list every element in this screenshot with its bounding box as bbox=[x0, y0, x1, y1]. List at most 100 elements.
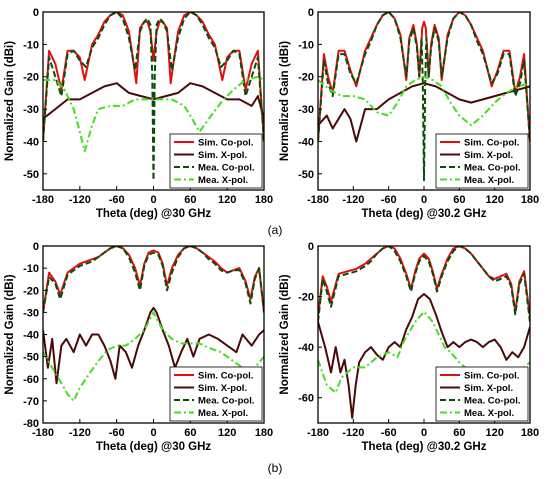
legend-label: Mea. Co-pol. bbox=[464, 396, 520, 407]
legend-label: Mea. Co-pol. bbox=[464, 163, 520, 174]
plot-area bbox=[318, 246, 530, 419]
x-tick-label: 0 bbox=[150, 427, 156, 439]
legend-label: Sim. Co-pol. bbox=[198, 138, 253, 149]
legend-label: Mea. X-pol. bbox=[198, 408, 248, 419]
legend: Sim. Co-pol.Sim. X-pol. Mea. Co-pol.Mea. … bbox=[435, 366, 529, 422]
series-line-0 bbox=[318, 246, 530, 317]
chart-panel-2: -180 -120 -60 0 60 120 180 0 -10 -20 -30 -40 -50 -60 -… bbox=[4, 241, 273, 453]
x-tick-label: 120 bbox=[485, 427, 503, 439]
series-line-2 bbox=[318, 12, 530, 182]
x-tick-label: -60 bbox=[109, 194, 125, 206]
plot-area bbox=[43, 246, 264, 402]
y-tick-label: -80 bbox=[23, 418, 39, 430]
x-tick-label: 0 bbox=[421, 427, 427, 439]
x-tick-label: -180 bbox=[32, 427, 54, 439]
series-line-0 bbox=[318, 12, 530, 142]
y-axis-label: Normalized Gain (dBi) bbox=[4, 274, 16, 394]
y-tick-label: -50 bbox=[298, 169, 314, 181]
x-tick-label: -120 bbox=[342, 427, 364, 439]
plot-area bbox=[43, 12, 264, 182]
legend-label: Mea. Co-pol. bbox=[198, 396, 254, 407]
legend: Sim. Co-pol.Sim. X-pol. Mea. Co-pol.Mea. … bbox=[435, 133, 529, 189]
x-axis-label: Theta (deg) @30.2 GHz bbox=[362, 208, 487, 220]
y-tick-label: -10 bbox=[23, 263, 39, 275]
x-tick-label: 180 bbox=[255, 194, 273, 206]
x-tick-label: 120 bbox=[218, 194, 236, 206]
x-tick-label: 180 bbox=[521, 194, 539, 206]
x-tick-label: -60 bbox=[109, 427, 125, 439]
x-tick-label: 60 bbox=[453, 427, 465, 439]
y-tick-label: -50 bbox=[23, 169, 39, 181]
x-tick-label: 60 bbox=[184, 427, 196, 439]
x-tick-label: 120 bbox=[218, 427, 236, 439]
y-axis-label: Normalized Gain (dBi) bbox=[4, 41, 16, 161]
x-tick-label: 60 bbox=[453, 194, 465, 206]
legend-label: Sim. Co-pol. bbox=[198, 371, 253, 382]
series-line-2 bbox=[318, 246, 530, 323]
legend-label: Sim. X-pol. bbox=[198, 150, 247, 161]
x-axis-label: Theta (deg) @30.2 GHz bbox=[362, 441, 487, 453]
x-tick-label: -180 bbox=[32, 194, 54, 206]
x-tick-label: -60 bbox=[381, 194, 397, 206]
row-label-b: (b) bbox=[268, 461, 283, 475]
x-axis-label: Theta (deg) @30 GHz bbox=[96, 208, 212, 220]
series-line-1 bbox=[43, 306, 264, 385]
y-tick-label: -20 bbox=[23, 72, 39, 84]
y-tick-label: -60 bbox=[298, 393, 314, 405]
y-tick-label: -40 bbox=[298, 136, 314, 148]
y-tick-label: -40 bbox=[23, 136, 39, 148]
x-tick-label: 60 bbox=[184, 194, 196, 206]
series-line-1 bbox=[43, 82, 264, 120]
y-tick-label: 0 bbox=[33, 241, 39, 253]
y-tick-label: -30 bbox=[298, 104, 314, 116]
legend-label: Mea. Co-pol. bbox=[198, 163, 254, 174]
y-tick-label: -30 bbox=[23, 104, 39, 116]
chart-panel-3: -180 -120 -60 0 60 120 180 0 -20 -40 -60 Theta (deg… bbox=[279, 241, 539, 453]
series-line-0 bbox=[43, 12, 264, 142]
y-tick-label: 0 bbox=[33, 7, 39, 19]
legend-label: Sim. Co-pol. bbox=[464, 138, 519, 149]
series-line-2 bbox=[43, 12, 264, 182]
y-tick-label: -40 bbox=[298, 342, 314, 354]
x-tick-label: 0 bbox=[150, 194, 156, 206]
series-line-1 bbox=[318, 293, 530, 419]
series-line-0 bbox=[43, 246, 264, 313]
y-tick-label: -70 bbox=[23, 396, 39, 408]
row-label-a: (a) bbox=[268, 223, 283, 237]
plot-area bbox=[318, 12, 530, 182]
x-tick-label: -120 bbox=[69, 194, 91, 206]
legend-label: Sim. X-pol. bbox=[198, 383, 247, 394]
y-tick-label: 0 bbox=[308, 241, 314, 253]
y-axis-label: Normalized Gain (dBi) bbox=[279, 274, 291, 394]
x-tick-label: -60 bbox=[381, 427, 397, 439]
y-tick-label: -30 bbox=[23, 307, 39, 319]
legend-label: Sim. X-pol. bbox=[464, 150, 513, 161]
x-tick-label: 180 bbox=[521, 427, 539, 439]
legend-label: Sim. X-pol. bbox=[464, 383, 513, 394]
legend-label: Mea. X-pol. bbox=[464, 175, 514, 186]
x-tick-label: -120 bbox=[342, 194, 364, 206]
y-tick-label: -50 bbox=[23, 352, 39, 364]
y-axis-label: Normalized Gain (dBi) bbox=[279, 41, 291, 161]
series-line-3 bbox=[43, 75, 264, 153]
x-tick-label: -180 bbox=[307, 194, 329, 206]
x-axis-label: Theta (deg) @30 GHz bbox=[96, 441, 212, 453]
y-tick-label: -20 bbox=[298, 292, 314, 304]
chart-panel-0: -180 -120 -60 0 60 120 180 0 -10 -20 -30 -40 -50 Thet… bbox=[4, 7, 273, 220]
y-tick-label: -20 bbox=[298, 72, 314, 84]
y-tick-label: 0 bbox=[308, 7, 314, 19]
series-line-3 bbox=[318, 75, 530, 127]
legend: Sim. Co-pol.Sim. X-pol. Mea. Co-pol.Mea. … bbox=[169, 366, 263, 422]
x-tick-label: 180 bbox=[255, 427, 273, 439]
y-tick-label: -10 bbox=[23, 39, 39, 51]
y-tick-label: -40 bbox=[23, 330, 39, 342]
x-tick-label: -120 bbox=[69, 427, 91, 439]
series-line-1 bbox=[318, 82, 530, 143]
y-tick-label: -60 bbox=[23, 374, 39, 386]
legend-label: Mea. X-pol. bbox=[198, 175, 248, 186]
y-tick-label: -10 bbox=[298, 39, 314, 51]
legend: Sim. Co-pol.Sim. X-pol. Mea. Co-pol.Mea. … bbox=[169, 133, 263, 189]
legend-label: Mea. X-pol. bbox=[464, 408, 514, 419]
legend-label: Sim. Co-pol. bbox=[464, 371, 519, 382]
